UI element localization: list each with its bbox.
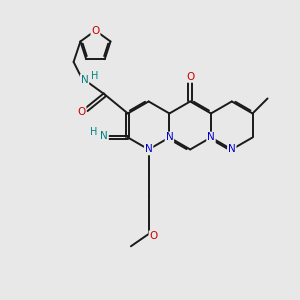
Text: N: N — [228, 145, 236, 154]
Text: N: N — [166, 133, 173, 142]
Text: N: N — [100, 131, 108, 141]
Text: H: H — [91, 70, 98, 81]
Text: O: O — [186, 72, 194, 82]
Text: O: O — [91, 26, 100, 35]
Text: N: N — [207, 133, 215, 142]
Text: O: O — [77, 107, 86, 117]
Text: N: N — [145, 145, 152, 154]
Text: O: O — [149, 231, 158, 241]
Text: H: H — [90, 127, 98, 137]
Text: N: N — [81, 75, 88, 85]
